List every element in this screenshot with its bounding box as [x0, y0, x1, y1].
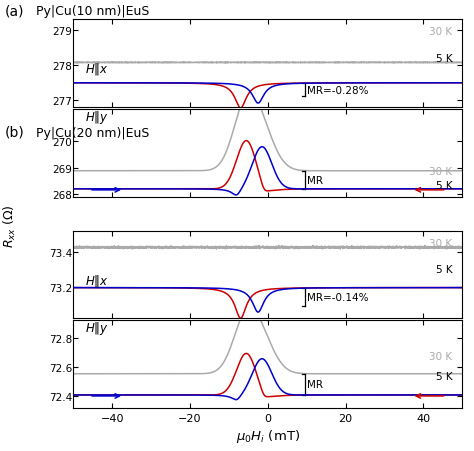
- Text: MR=-0.14%: MR=-0.14%: [307, 292, 368, 302]
- Text: 30 K: 30 K: [429, 167, 452, 177]
- Text: MR: MR: [307, 175, 323, 185]
- Text: (b): (b): [5, 125, 25, 139]
- Text: 30 K: 30 K: [429, 28, 452, 37]
- Text: 30 K: 30 K: [429, 238, 452, 248]
- Text: 5 K: 5 K: [436, 372, 452, 382]
- Text: $H \| x$: $H \| x$: [85, 272, 109, 288]
- Text: $H \| y$: $H \| y$: [85, 319, 109, 336]
- Text: $H \| y$: $H \| y$: [85, 108, 109, 125]
- Text: Py|Cu(20 nm)|EuS: Py|Cu(20 nm)|EuS: [36, 126, 149, 139]
- Text: 30 K: 30 K: [429, 351, 452, 361]
- Text: 5 K: 5 K: [436, 181, 452, 191]
- Text: MR: MR: [307, 379, 323, 390]
- Text: 5 K: 5 K: [436, 54, 452, 64]
- Text: MR=-0.28%: MR=-0.28%: [307, 85, 368, 95]
- Text: $H \| x$: $H \| x$: [85, 61, 109, 77]
- Text: (a): (a): [5, 4, 24, 18]
- Text: 5 K: 5 K: [436, 264, 452, 274]
- X-axis label: $\mu_0 H_i$ (mT): $\mu_0 H_i$ (mT): [236, 427, 300, 444]
- Text: $R_{xx}$ ($\Omega$): $R_{xx}$ ($\Omega$): [2, 204, 18, 247]
- Text: Py|Cu(10 nm)|EuS: Py|Cu(10 nm)|EuS: [36, 5, 149, 18]
